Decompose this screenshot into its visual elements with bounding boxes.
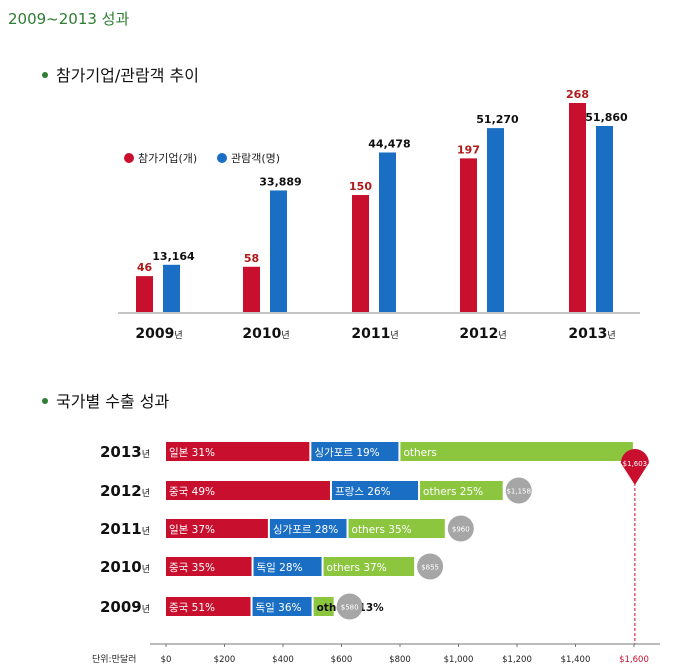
row-year-label: 2010년 xyxy=(100,558,150,576)
data-label-participants: 150 xyxy=(349,180,372,193)
segment-label: others 35% xyxy=(352,524,412,536)
row-year-label: 2009년 xyxy=(100,598,150,616)
x-tick-label: $1,000 xyxy=(444,655,474,665)
segment-others xyxy=(313,597,334,616)
data-label-participants: 197 xyxy=(457,143,480,156)
data-label-visitors: 33,889 xyxy=(259,175,301,188)
x-tick-label: $1,600 xyxy=(619,655,649,665)
bar-visitors xyxy=(163,264,180,312)
row-year-label: 2013년 xyxy=(100,443,150,461)
total-bubble xyxy=(505,477,532,504)
segment-label: 중국 51% xyxy=(169,602,215,614)
segment-label: 독일 36% xyxy=(256,601,302,614)
section-title-text: 국가별 수출 성과 xyxy=(56,392,170,411)
segment-label: 독일 28% xyxy=(257,561,303,574)
x-tick-label: 2010년 xyxy=(242,326,289,342)
total-label: $1,603 xyxy=(623,460,648,468)
total-label: $855 xyxy=(421,564,439,572)
data-label-participants: 268 xyxy=(566,90,589,101)
bar-participants xyxy=(136,276,153,312)
segment-others xyxy=(323,557,415,576)
segment-label: 중국 49% xyxy=(169,486,215,498)
legend-swatch-participants xyxy=(124,153,134,163)
segment-country xyxy=(166,597,251,616)
legend-label-visitors: 관람객(명) xyxy=(231,152,280,165)
data-label-visitors: 51,860 xyxy=(585,111,628,124)
segment-country xyxy=(311,442,399,461)
x-tick-label: 2009년 xyxy=(135,326,182,342)
bar-visitors xyxy=(379,152,396,312)
total-label: $1,158 xyxy=(506,488,531,496)
legend-swatch-visitors xyxy=(217,153,227,163)
bullet-dot xyxy=(42,397,48,404)
x-tick-label: $800 xyxy=(389,655,411,665)
bar-participants xyxy=(569,103,586,312)
row-year-label: 2011년 xyxy=(100,520,150,538)
segment-country xyxy=(166,481,330,500)
x-tick-label: 2011년 xyxy=(351,326,398,342)
total-label: $960 xyxy=(452,526,470,534)
data-label-visitors: 51,270 xyxy=(476,113,519,126)
x-tick-label: $400 xyxy=(272,655,294,665)
segment-others xyxy=(420,481,503,500)
data-label-participants: 58 xyxy=(244,252,259,265)
segment-label: 싱가포르 28% xyxy=(273,524,338,536)
bar-participants xyxy=(243,266,260,312)
segment-country xyxy=(166,519,268,538)
section-title-export: 국가별 수출 성과 xyxy=(42,388,169,412)
x-tick-label: 2013년 xyxy=(568,326,615,342)
data-label-participants: 46 xyxy=(137,261,153,274)
segment-others xyxy=(348,519,445,538)
segment-country xyxy=(166,442,310,461)
bullet-dot xyxy=(42,71,48,78)
x-tick-label: $1,200 xyxy=(502,655,532,665)
total-label: $580 xyxy=(341,604,359,612)
row-year-label: 2012년 xyxy=(100,482,150,500)
segment-country xyxy=(269,519,347,538)
page-title: 2009~2013 성과 xyxy=(8,10,130,28)
segment-label: others xyxy=(403,447,436,459)
total-marker-pin xyxy=(620,449,649,485)
segment-label: 프랑스 26% xyxy=(335,486,391,498)
x-tick-label: $200 xyxy=(214,655,236,665)
x-tick-label: $600 xyxy=(331,655,353,665)
segment-label: 싱가포르 19% xyxy=(314,447,379,459)
legend: 참가기업(개) 관람객(명) xyxy=(124,152,280,165)
export-performance-chart: 일본 31% 싱가포르 19% others 2013년 $1,603 중국 49% 프랑스… xyxy=(92,442,660,665)
data-label-visitors: 13,164 xyxy=(152,250,195,263)
bar-visitors xyxy=(270,190,287,312)
section-title-text: 참가기업/관람객 추이 xyxy=(56,66,199,85)
segment-label: others 25% xyxy=(423,486,483,498)
segment-others xyxy=(400,442,633,461)
section-title-trend: 참가기업/관람객 추이 xyxy=(42,62,199,86)
total-bubble xyxy=(447,515,474,542)
x-tick-label: $1,400 xyxy=(561,655,591,665)
bar-participants xyxy=(460,158,477,312)
segment-country xyxy=(166,557,252,576)
axis-unit-label: 단위:만달러 xyxy=(92,653,136,665)
bar-participants xyxy=(352,195,369,312)
segment-country xyxy=(331,481,419,500)
data-label-visitors: 44,478 xyxy=(368,137,410,150)
segment-label: 중국 35% xyxy=(169,562,215,574)
segment-label: 일본 37% xyxy=(169,523,215,536)
x-tick-label: 2012년 xyxy=(459,326,506,342)
total-bubble xyxy=(417,553,444,580)
bar-visitors xyxy=(487,128,504,312)
segment-country xyxy=(253,557,322,576)
x-tick-label: $0 xyxy=(161,655,172,665)
segment-country xyxy=(252,597,312,616)
bar-visitors xyxy=(596,126,613,312)
segment-label: 일본 31% xyxy=(169,446,215,459)
legend-label-participants: 참가기업(개) xyxy=(138,152,197,165)
total-bubble xyxy=(336,593,363,620)
segment-label: others 37% xyxy=(327,562,387,574)
